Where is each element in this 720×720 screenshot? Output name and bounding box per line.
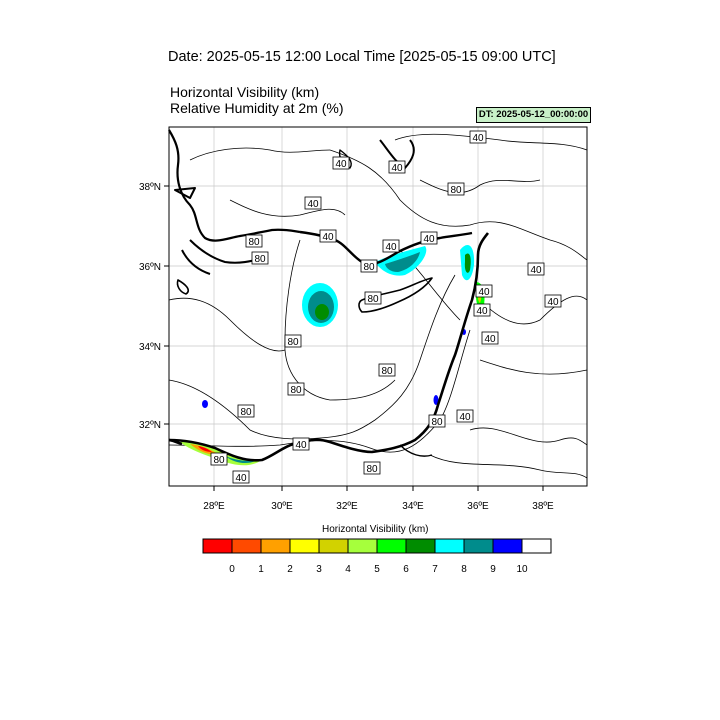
colorbar-box [318,538,349,554]
svg-text:80: 80 [287,337,299,348]
lon-tick-28e: 28ºE [203,501,225,512]
svg-text:80: 80 [213,455,225,466]
contour-labels: 40 40 40 40 80 80 40 80 40 40 80 80 40 4… [210,130,562,484]
contour-label: 40 [544,294,562,308]
contour-label: 80 [447,182,465,196]
colorbar [202,538,552,554]
svg-text:40: 40 [391,163,403,174]
contour-label: 40 [382,239,400,253]
svg-text:40: 40 [476,306,488,317]
svg-text:80: 80 [367,294,379,305]
svg-text:40: 40 [472,133,484,144]
colorbar-level-label: 8 [461,564,467,575]
svg-text:80: 80 [381,366,393,377]
map-area [169,127,587,486]
contour-label: 80 [284,334,302,348]
svg-text:80: 80 [450,185,462,196]
contour-label: 40 [481,331,499,345]
visibility-title: Horizontal Visibility (km) [170,84,320,100]
contour-label: 80 [251,251,269,265]
colorbar-box [289,538,320,554]
colorbar-level-label: 9 [490,564,496,575]
svg-text:80: 80 [254,254,266,265]
lon-tick-38e: 38ºE [532,501,554,512]
colorbar-box [376,538,407,554]
contour-label: 80 [210,452,228,466]
colorbar-level-label: 5 [374,564,380,575]
contour-label: 40 [332,156,350,170]
map-frame [168,126,588,487]
lon-tick-34e: 34ºE [402,501,424,512]
colorbar-level-label: 0 [229,564,235,575]
colorbar-box [463,538,494,554]
contour-label: 80 [245,234,263,248]
colorbar-box [521,538,552,554]
init-time-badge: DT: 2025-05-12_00:00:00 [476,107,591,123]
svg-text:40: 40 [484,334,496,345]
colorbar-level-label: 4 [345,564,351,575]
colorbar-box [405,538,436,554]
svg-text:40: 40 [295,440,307,451]
lon-tick-30e: 30ºE [271,501,293,512]
svg-text:80: 80 [290,385,302,396]
colorbar-box [492,538,523,554]
svg-text:40: 40 [335,159,347,170]
svg-text:80: 80 [431,417,443,428]
svg-text:80: 80 [366,464,378,475]
contour-label: 40 [475,284,493,298]
contour-label: 40 [527,262,545,276]
contour-label: 40 [469,130,487,144]
lat-tick-38n: 38ºN [139,182,161,193]
contour-label: 40 [473,303,491,317]
svg-text:80: 80 [363,262,375,273]
colorbar-box [434,538,465,554]
contour-label: 80 [363,461,381,475]
contour-label: 40 [456,409,474,423]
axis-ticks [164,185,544,491]
contour-label: 40 [232,470,250,484]
colorbar-box [260,538,291,554]
svg-text:40: 40 [423,234,435,245]
humidity-contours [168,133,588,479]
svg-text:40: 40 [459,412,471,423]
lat-tick-32n: 32ºN [139,420,161,431]
contour-label: 80 [360,259,378,273]
colorbar-box [202,538,233,554]
lon-tick-36e: 36ºE [467,501,489,512]
contour-label: 40 [388,160,406,174]
lat-tick-34n: 34ºN [139,342,161,353]
svg-text:80: 80 [248,237,260,248]
contour-label: 80 [287,382,305,396]
contour-label: 40 [319,229,337,243]
colorbar-level-label: 7 [432,564,438,575]
lon-tick-32e: 32ºE [336,501,358,512]
contour-label: 40 [420,231,438,245]
svg-text:40: 40 [385,242,397,253]
contour-label: 80 [237,404,255,418]
colorbar-level-label: 6 [403,564,409,575]
svg-text:40: 40 [307,199,319,210]
svg-text:40: 40 [235,473,247,484]
colorbar-box [231,538,262,554]
lat-tick-36n: 36ºN [139,262,161,273]
svg-text:80: 80 [240,407,252,418]
colorbar-level-label: 2 [287,564,293,575]
colorbar-level-label: 3 [316,564,322,575]
humidity-title: Relative Humidity at 2m (%) [170,100,344,116]
svg-text:40: 40 [547,297,559,308]
colorbar-box [347,538,378,554]
contour-label: 80 [428,414,446,428]
svg-text:40: 40 [530,265,542,276]
contour-label: 40 [292,437,310,451]
colorbar-title: Horizontal Visibility (km) [322,524,429,535]
colorbar-level-label: 10 [516,564,528,575]
contour-label: 40 [304,196,322,210]
svg-text:40: 40 [322,232,334,243]
date-title: Date: 2025-05-15 12:00 Local Time [2025-… [168,49,556,65]
contour-label: 80 [364,291,382,305]
colorbar-level-label: 1 [258,564,264,575]
contour-label: 80 [378,363,396,377]
svg-text:40: 40 [478,287,490,298]
